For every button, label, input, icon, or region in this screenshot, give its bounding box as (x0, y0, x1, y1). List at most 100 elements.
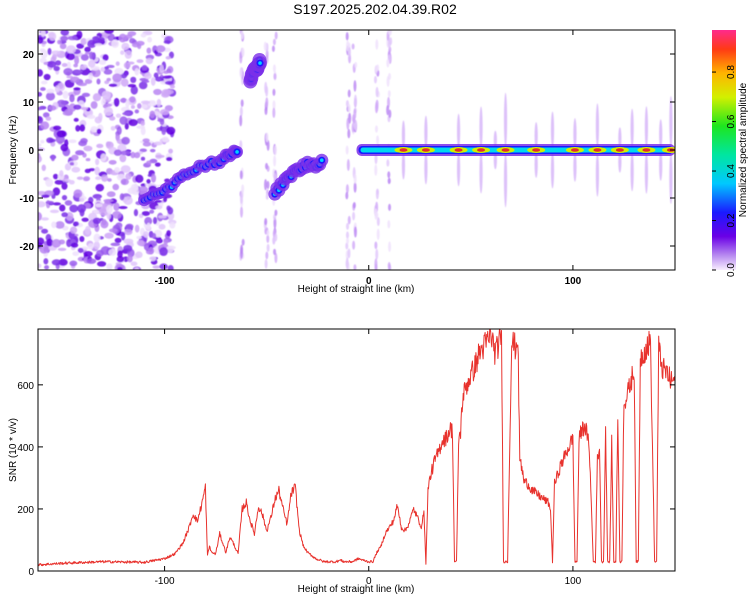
snr-ylabel: SNR (10 * v/v) (8, 418, 19, 482)
spectrogram-noise-cell (136, 239, 145, 246)
colorbar-tick-label: 0.8 (726, 65, 737, 79)
spectrogram-noise-cell (163, 238, 169, 245)
spectrogram-noise-cell (143, 231, 149, 238)
spectrogram-noise-cell (114, 166, 120, 173)
spectrogram-streak-cell (274, 252, 278, 264)
spectrogram-noise-cell (166, 156, 173, 162)
spectrogram-noise-cell (121, 42, 130, 51)
main-track-peak-core (593, 148, 602, 152)
spectrogram-spike (669, 152, 673, 204)
spectrogram-noise-cell (62, 110, 73, 116)
spectrogram-noise-cell (88, 60, 96, 68)
spectrogram-streak-cell (353, 226, 357, 238)
spectrogram-noise-cell (104, 30, 114, 34)
spectrogram-noise-cell (149, 255, 157, 262)
spectrogram-noise-cell (155, 205, 163, 210)
spectrogram-noise-cell (130, 76, 137, 84)
spectrogram-spike (550, 111, 555, 149)
spectrogram-noise-cell (64, 200, 73, 206)
spectrogram-spike (479, 106, 483, 149)
snr-xtick-label: 100 (565, 576, 582, 587)
spectrogram-noise-cell (140, 183, 147, 187)
spectrogram-streak-cell (374, 263, 378, 270)
spectrogram-noise-cell (116, 255, 125, 263)
spectrogram-noise-cell (100, 67, 106, 72)
spectrogram-noise-cell (46, 88, 55, 94)
main-track-peak-core (570, 148, 579, 152)
spectrogram-ytick-label: -10 (20, 194, 35, 205)
spectrogram-streak-cell (374, 102, 378, 114)
spectrogram-streak-cell (240, 206, 244, 218)
spectrogram-noise-cell (80, 54, 89, 61)
spectrogram-streak-cell (354, 61, 358, 68)
main-track-peak-core (501, 148, 510, 152)
spectrogram-noise-cell (40, 80, 48, 85)
spectrogram-streak-cell (239, 114, 243, 127)
spectrogram-streak-cell (387, 90, 391, 98)
main-track-peak-core (477, 148, 486, 152)
spectrogram-noise-cell (153, 72, 159, 79)
spectrogram-ytick-label: 20 (23, 50, 35, 61)
spectrogram-streak-cell (388, 72, 392, 81)
spectrogram-streak-cell (266, 234, 270, 243)
spectrogram-noise-cell (83, 176, 91, 182)
spectrogram-streak-cell (353, 80, 357, 92)
spectrogram-streak-cell (387, 38, 391, 49)
spectrogram-noise-cell (163, 40, 171, 44)
spectrogram-noise-cell (150, 77, 156, 86)
spectrogram-noise-cell (84, 51, 91, 55)
spectrogram-noise-cell (92, 93, 102, 102)
spectrogram-noise-cell (77, 247, 84, 253)
spectrogram-spike (573, 151, 577, 182)
spectrogram-streak-cell (240, 247, 244, 259)
spectrogram-streak-cell (376, 228, 380, 241)
spectrogram-noise-cell (122, 111, 131, 116)
spectrogram-noise-cell (144, 72, 152, 80)
spectrogram-noise-cell (106, 204, 113, 214)
spectrogram-noise-cell (69, 94, 75, 103)
spectrogram-noise-cell (69, 204, 79, 213)
spectrogram-noise-cell (69, 162, 75, 166)
spectrogram-noise-cell (159, 263, 168, 270)
spectrogram-streak-cell (241, 47, 245, 57)
spectrogram-noise-cell (45, 92, 56, 101)
spectrogram-noise-cell (40, 49, 48, 59)
spectrogram-spike (630, 108, 634, 149)
spectrogram-noise-cell (46, 238, 54, 247)
spectrogram-streak-cell (347, 47, 351, 58)
spectrogram-noise-cell (146, 178, 151, 184)
spectrogram-noise-cell (83, 145, 93, 152)
snr-series-line (38, 329, 675, 567)
spectrogram-streak-cell (352, 240, 356, 250)
spectrogram-noise-cell (84, 46, 91, 53)
spectrogram-streak-cell (265, 251, 269, 260)
chart-title: S197.2025.202.04.39.R02 (293, 1, 457, 17)
spectrogram-noise-cell (63, 68, 73, 76)
spectrogram-noise-cell (61, 194, 68, 201)
spectrogram-noise-cell (140, 100, 151, 105)
spectrogram-noise-cell (133, 152, 141, 159)
spectrogram-noise-cell (114, 237, 122, 243)
spectrogram-noise-cell (87, 243, 94, 250)
spectrogram-streak-cell (374, 164, 378, 176)
spectrogram-noise-cell (138, 186, 149, 194)
spectrogram-noise-cell (117, 250, 123, 258)
spectrogram-noise-cell (150, 173, 157, 183)
spectrogram-streak-cell (347, 128, 351, 139)
spectrogram-noise-cell (59, 43, 67, 50)
spectrogram-noise-cell (64, 178, 71, 183)
spectrogram-noise-cell (145, 57, 153, 65)
spectrogram-noise-cell (152, 216, 158, 225)
spectrogram-noise-cell (39, 244, 49, 254)
spectrogram-streak-cell (241, 238, 245, 246)
spectrogram-noise-cell (48, 105, 57, 111)
spectrogram-streak-cell (272, 100, 276, 110)
spectrogram-spike (503, 92, 508, 148)
spectrogram-noise-cell (161, 128, 167, 135)
spectrogram-noise-cell (130, 183, 139, 191)
spectrogram-noise-cell (108, 228, 118, 233)
spectrogram-noise-cell (108, 83, 118, 87)
spectrogram-noise-cell (134, 68, 140, 76)
spectrogram-streak-cell (345, 242, 349, 250)
